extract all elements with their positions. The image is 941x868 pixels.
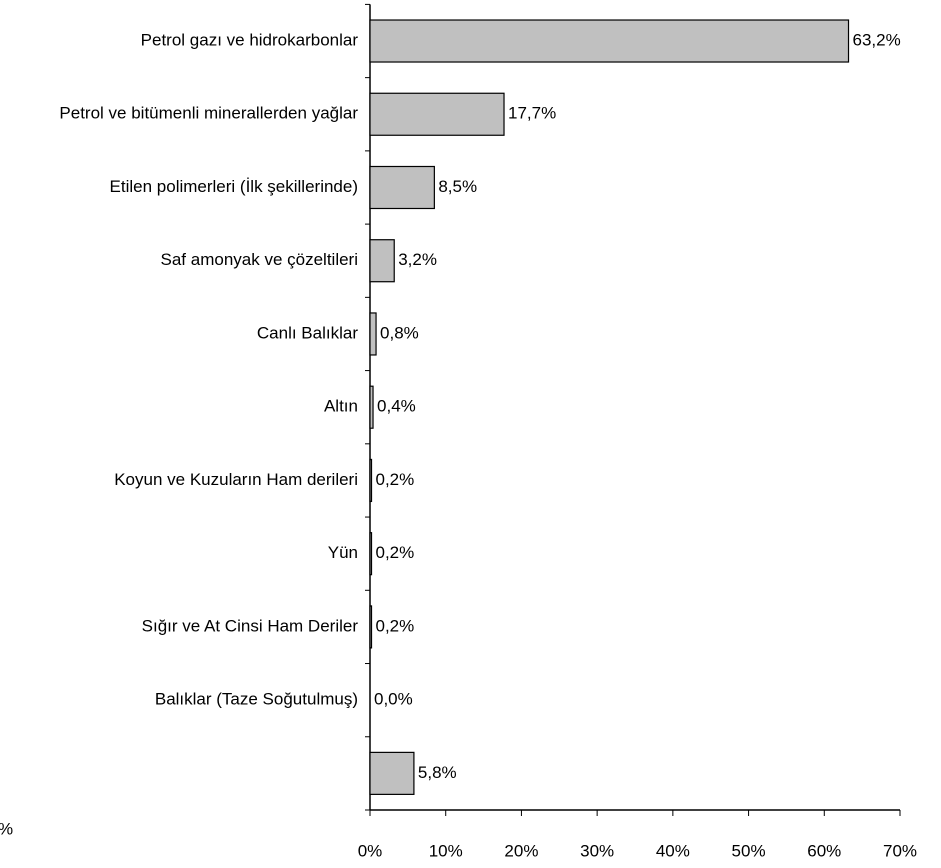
x-tick-label: 40% bbox=[656, 841, 690, 860]
bar bbox=[369, 532, 373, 576]
bar bbox=[369, 165, 435, 210]
value-label: 0,4% bbox=[377, 397, 416, 416]
bar bbox=[369, 19, 850, 63]
y-tick-label: Etilen polimerleri (İlk şekillerinde) bbox=[110, 177, 358, 196]
x-tick-label: 10% bbox=[429, 841, 463, 860]
y-tick-label: Petrol gazı ve hidrokarbonlar bbox=[141, 31, 359, 50]
bar bbox=[369, 458, 373, 503]
value-label: 0,0% bbox=[374, 690, 413, 709]
bar bbox=[369, 92, 505, 136]
y-tick-label: Yün bbox=[328, 543, 358, 562]
value-label: 0,2% bbox=[376, 470, 415, 489]
annotation: % bbox=[0, 819, 13, 838]
value-label: 0,2% bbox=[376, 543, 415, 562]
value-label: 3,2% bbox=[398, 250, 437, 269]
value-label: 5,8% bbox=[418, 763, 457, 782]
value-label: 63,2% bbox=[853, 31, 901, 50]
value-label: 0,8% bbox=[380, 323, 419, 342]
y-tick-label: Petrol ve bitümenli minerallerden yağlar bbox=[59, 104, 358, 123]
y-tick-label: Koyun ve Kuzuların Ham derileri bbox=[114, 470, 358, 489]
x-tick-label: 30% bbox=[580, 841, 614, 860]
y-tick-label: Canlı Balıklar bbox=[257, 323, 358, 342]
bar bbox=[369, 605, 373, 649]
bar bbox=[369, 312, 377, 356]
y-tick-label: Sığır ve At Cinsi Ham Deriler bbox=[142, 616, 359, 635]
value-label: 8,5% bbox=[438, 177, 477, 196]
x-tick-label: 50% bbox=[732, 841, 766, 860]
x-tick-label: 0% bbox=[358, 841, 383, 860]
y-tick-label: Altın bbox=[324, 397, 358, 416]
y-tick-label: Balıklar (Taze Soğutulmuş) bbox=[155, 690, 358, 709]
bar bbox=[369, 751, 415, 795]
x-tick-label: 60% bbox=[807, 841, 841, 860]
bar bbox=[369, 385, 374, 429]
y-tick-label: Saf amonyak ve çözeltileri bbox=[161, 250, 358, 269]
value-label: 0,2% bbox=[376, 616, 415, 635]
x-tick-label: 20% bbox=[504, 841, 538, 860]
x-tick-label: 70% bbox=[883, 841, 917, 860]
value-label: 17,7% bbox=[508, 104, 556, 123]
bar bbox=[369, 239, 395, 283]
